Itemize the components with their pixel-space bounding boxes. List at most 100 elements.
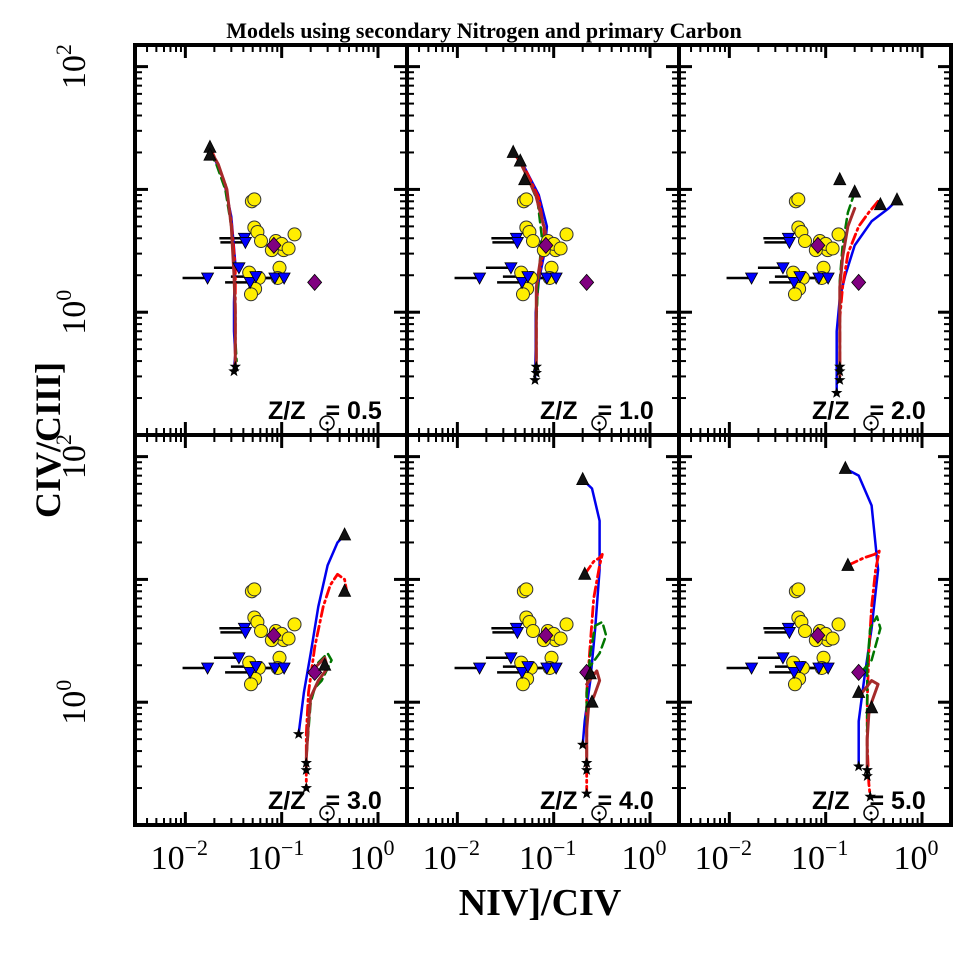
observation-diamond bbox=[538, 626, 554, 645]
metallicity-label: Z/Z = 0.5 bbox=[268, 397, 382, 425]
observation-circle bbox=[515, 287, 530, 302]
model-curve-green bbox=[861, 615, 882, 772]
end-star-marker bbox=[581, 787, 593, 799]
x-tick-label: 100 bbox=[350, 835, 395, 877]
end-star-marker bbox=[834, 374, 846, 385]
upper-limit-triangle bbox=[821, 662, 835, 675]
sun-symbol-dot bbox=[869, 811, 873, 815]
end-star-marker bbox=[861, 764, 873, 775]
model-curve-green bbox=[519, 159, 543, 363]
observation-circle bbox=[559, 227, 574, 242]
model-curve-blue bbox=[844, 467, 880, 768]
sun-symbol-dot bbox=[325, 811, 329, 815]
observation-circle bbox=[553, 241, 568, 256]
panels-group: Z/Z = 0.5 100 102 Z/Z = 1.0 Z/Z = 2.0 Z/Z = 3.0 10… bbox=[51, 43, 953, 877]
metallicity-label: Z/Z = 2.0 bbox=[812, 397, 926, 425]
upper-limit-triangle bbox=[249, 661, 263, 674]
x-tick-label: 10−1 bbox=[519, 835, 576, 877]
upper-limit-triangle bbox=[821, 272, 835, 285]
sun-symbol-icon bbox=[591, 415, 607, 431]
observation-diamond bbox=[810, 626, 826, 645]
observation-circle bbox=[553, 631, 568, 646]
end-star-marker bbox=[300, 782, 312, 793]
y-tick-label: 100 bbox=[51, 680, 93, 725]
observation-circle bbox=[243, 287, 258, 302]
observation-circle bbox=[787, 677, 802, 692]
start-triangle-marker bbox=[583, 666, 597, 680]
observation-circle bbox=[831, 227, 846, 242]
observation-diamond bbox=[851, 273, 867, 291]
metallicity-label: Z/Z = 4.0 bbox=[540, 787, 654, 815]
observation-circle bbox=[798, 234, 813, 249]
observation-circle bbox=[281, 631, 296, 646]
observation-circle bbox=[281, 241, 296, 256]
upper-limit-triangle bbox=[504, 652, 518, 665]
y-tick-label: 102 bbox=[51, 434, 93, 479]
x-tick-label: 10−2 bbox=[695, 835, 752, 877]
observation-diamond bbox=[538, 236, 554, 255]
end-star-marker bbox=[831, 387, 843, 398]
end-star-marker bbox=[228, 365, 240, 377]
model-curve-brown bbox=[208, 148, 237, 366]
upper-limit-triangle bbox=[277, 662, 291, 675]
sun-symbol-icon bbox=[591, 805, 607, 821]
model-curve-brown bbox=[838, 206, 857, 378]
observation-diamond bbox=[266, 236, 282, 255]
upper-limit-triangle bbox=[232, 262, 246, 275]
panel-2: Z/Z = 1.0 bbox=[405, 43, 681, 437]
observation-circle bbox=[526, 234, 541, 249]
observation-diamond bbox=[307, 273, 323, 291]
start-triangle-marker bbox=[337, 527, 352, 541]
upper-limit-triangle bbox=[232, 652, 246, 665]
end-star-marker bbox=[300, 764, 312, 775]
observation-circle bbox=[559, 617, 574, 632]
sun-symbol-icon bbox=[863, 805, 879, 821]
observation-circle bbox=[243, 677, 258, 692]
model-curve-brown bbox=[585, 669, 602, 768]
upper-limit-triangle bbox=[504, 262, 518, 275]
start-triangle-marker bbox=[318, 657, 332, 671]
start-triangle-marker bbox=[838, 460, 852, 474]
panel-1: Z/Z = 0.5 100 102 bbox=[51, 43, 409, 437]
upper-limit-triangle bbox=[200, 662, 215, 675]
upper-limit-triangle bbox=[793, 661, 807, 674]
y-axis-label: CIV/CIII] bbox=[28, 362, 68, 518]
panel-3: Z/Z = 2.0 bbox=[677, 43, 953, 437]
upper-limit-triangle bbox=[812, 272, 826, 285]
start-triangle-marker bbox=[873, 196, 888, 211]
sun-symbol-icon bbox=[863, 415, 879, 431]
upper-limit-triangle bbox=[744, 272, 759, 285]
observation-circle bbox=[791, 192, 806, 207]
observation-circle bbox=[791, 582, 806, 597]
upper-limit-triangle bbox=[549, 662, 563, 675]
upper-limit-triangle bbox=[776, 652, 790, 665]
end-star-marker bbox=[529, 374, 541, 385]
model-curve-brown bbox=[860, 679, 880, 772]
start-triangle-marker bbox=[890, 192, 904, 206]
upper-limit-triangle bbox=[793, 271, 807, 284]
observation-circle bbox=[519, 192, 534, 207]
observation-circle bbox=[519, 582, 534, 597]
y-tick-label: 100 bbox=[51, 290, 93, 335]
sun-symbol-icon bbox=[319, 415, 335, 431]
end-star-marker bbox=[530, 367, 542, 378]
panel-4: Z/Z = 3.0 100 102 10−2 10−1 100 bbox=[51, 433, 409, 877]
end-star-marker bbox=[864, 790, 876, 802]
x-tick-label: 10−2 bbox=[423, 835, 480, 877]
observation-circle bbox=[798, 624, 813, 639]
end-star-marker bbox=[229, 360, 241, 372]
upper-limit-triangle bbox=[776, 262, 790, 275]
upper-limit-triangle bbox=[540, 272, 554, 285]
x-tick-label: 10−1 bbox=[247, 835, 304, 877]
sun-symbol-dot bbox=[325, 421, 329, 425]
x-tick-label: 10−1 bbox=[791, 835, 848, 877]
upper-limit-triangle bbox=[521, 271, 535, 284]
upper-limit-triangle bbox=[243, 666, 257, 680]
model-curve-red bbox=[304, 572, 349, 790]
metallicity-label: Z/Z = 3.0 bbox=[268, 787, 382, 815]
upper-limit-triangle bbox=[510, 627, 525, 640]
x-tick-label: 10−2 bbox=[151, 835, 208, 877]
end-star-marker bbox=[581, 764, 593, 775]
upper-limit-triangle bbox=[200, 272, 215, 285]
